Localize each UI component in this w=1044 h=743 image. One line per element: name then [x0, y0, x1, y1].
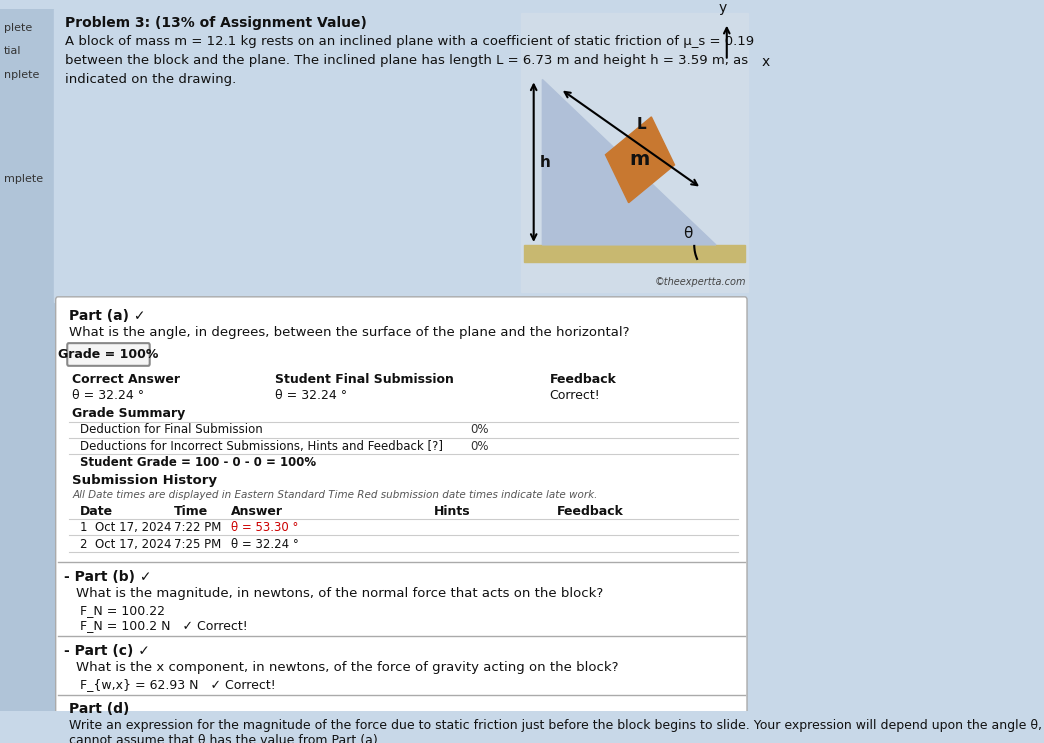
Text: cannot assume that θ has the value from Part (a).: cannot assume that θ has the value from … — [69, 734, 381, 743]
FancyBboxPatch shape — [55, 297, 748, 713]
Polygon shape — [606, 117, 674, 203]
Text: Problem 3: (13% of Assignment Value): Problem 3: (13% of Assignment Value) — [65, 16, 366, 30]
Text: A block of mass m = 12.1 kg rests on an inclined plane with a coefficient of sta: A block of mass m = 12.1 kg rests on an … — [65, 35, 754, 48]
Bar — [521, 13, 749, 292]
Bar — [54, 9, 755, 302]
Text: 1  Oct 17, 2024: 1 Oct 17, 2024 — [79, 521, 171, 533]
FancyBboxPatch shape — [67, 343, 149, 366]
Bar — [524, 245, 744, 262]
Text: nplete: nplete — [3, 70, 39, 80]
Text: 0%: 0% — [470, 424, 489, 436]
Text: between the block and the plane. The inclined plane has length L = 6.73 m and he: between the block and the plane. The inc… — [65, 54, 749, 67]
Text: F_N = 100.22: F_N = 100.22 — [79, 604, 165, 617]
Text: x: x — [761, 56, 769, 70]
Text: Write an expression for the magnitude of the force due to static friction just b: Write an expression for the magnitude of… — [69, 719, 1044, 733]
Text: 2  Oct 17, 2024: 2 Oct 17, 2024 — [79, 538, 171, 551]
Text: tial: tial — [3, 46, 21, 56]
Text: Student Grade = 100 - 0 - 0 = 100%: Student Grade = 100 - 0 - 0 = 100% — [79, 455, 315, 469]
Text: θ = 32.24 °: θ = 32.24 ° — [72, 389, 144, 401]
Text: Correct Answer: Correct Answer — [72, 374, 181, 386]
Text: θ = 32.24 °: θ = 32.24 ° — [275, 389, 347, 401]
Text: plete: plete — [3, 23, 32, 33]
Text: Deductions for Incorrect Submissions, Hints and Feedback [?]: Deductions for Incorrect Submissions, Hi… — [79, 440, 443, 452]
Text: What is the magnitude, in newtons, of the normal force that acts on the block?: What is the magnitude, in newtons, of th… — [76, 587, 603, 600]
Text: θ = 53.30 °: θ = 53.30 ° — [232, 521, 299, 533]
Text: Deduction for Final Submission: Deduction for Final Submission — [79, 424, 262, 436]
Text: F_N = 100.2 N   ✓ Correct!: F_N = 100.2 N ✓ Correct! — [79, 619, 247, 632]
Text: Part (a) ✓: Part (a) ✓ — [69, 309, 145, 323]
Text: Student Final Submission: Student Final Submission — [275, 374, 454, 386]
Text: Submission History: Submission History — [72, 473, 217, 487]
Text: - Part (c) ✓: - Part (c) ✓ — [64, 643, 149, 658]
Text: mplete: mplete — [3, 174, 43, 184]
Text: 0%: 0% — [470, 440, 489, 452]
Bar — [0, 9, 54, 711]
Text: F_{w,x} = 62.93 N   ✓ Correct!: F_{w,x} = 62.93 N ✓ Correct! — [79, 678, 276, 691]
Text: 7:25 PM: 7:25 PM — [173, 538, 221, 551]
Text: indicated on the drawing.: indicated on the drawing. — [65, 73, 236, 86]
Text: Answer: Answer — [232, 504, 283, 518]
Text: 7:22 PM: 7:22 PM — [173, 521, 221, 533]
Text: What is the angle, in degrees, between the surface of the plane and the horizont: What is the angle, in degrees, between t… — [69, 326, 630, 339]
Text: L: L — [637, 117, 646, 132]
Polygon shape — [543, 80, 716, 245]
Text: All Date times are displayed in Eastern Standard Time Red submission date times : All Date times are displayed in Eastern … — [72, 490, 598, 499]
Text: Grade = 100%: Grade = 100% — [58, 348, 159, 361]
Text: Time: Time — [173, 504, 208, 518]
Text: y: y — [719, 1, 728, 15]
Text: θ: θ — [684, 227, 693, 241]
Text: Part (d): Part (d) — [69, 702, 129, 716]
Text: Hints: Hints — [434, 504, 471, 518]
Text: ©theexpertta.com: ©theexpertta.com — [655, 277, 746, 288]
Text: - Part (b) ✓: - Part (b) ✓ — [64, 570, 151, 584]
Text: Correct!: Correct! — [549, 389, 600, 401]
Text: Grade Summary: Grade Summary — [72, 407, 186, 421]
Text: Feedback: Feedback — [549, 374, 616, 386]
Text: θ = 32.24 °: θ = 32.24 ° — [232, 538, 300, 551]
Text: What is the x component, in newtons, of the force of gravity acting on the block: What is the x component, in newtons, of … — [76, 661, 618, 674]
Text: Date: Date — [79, 504, 113, 518]
Text: h: h — [540, 155, 550, 169]
Text: Feedback: Feedback — [556, 504, 623, 518]
Text: m: m — [630, 150, 650, 169]
